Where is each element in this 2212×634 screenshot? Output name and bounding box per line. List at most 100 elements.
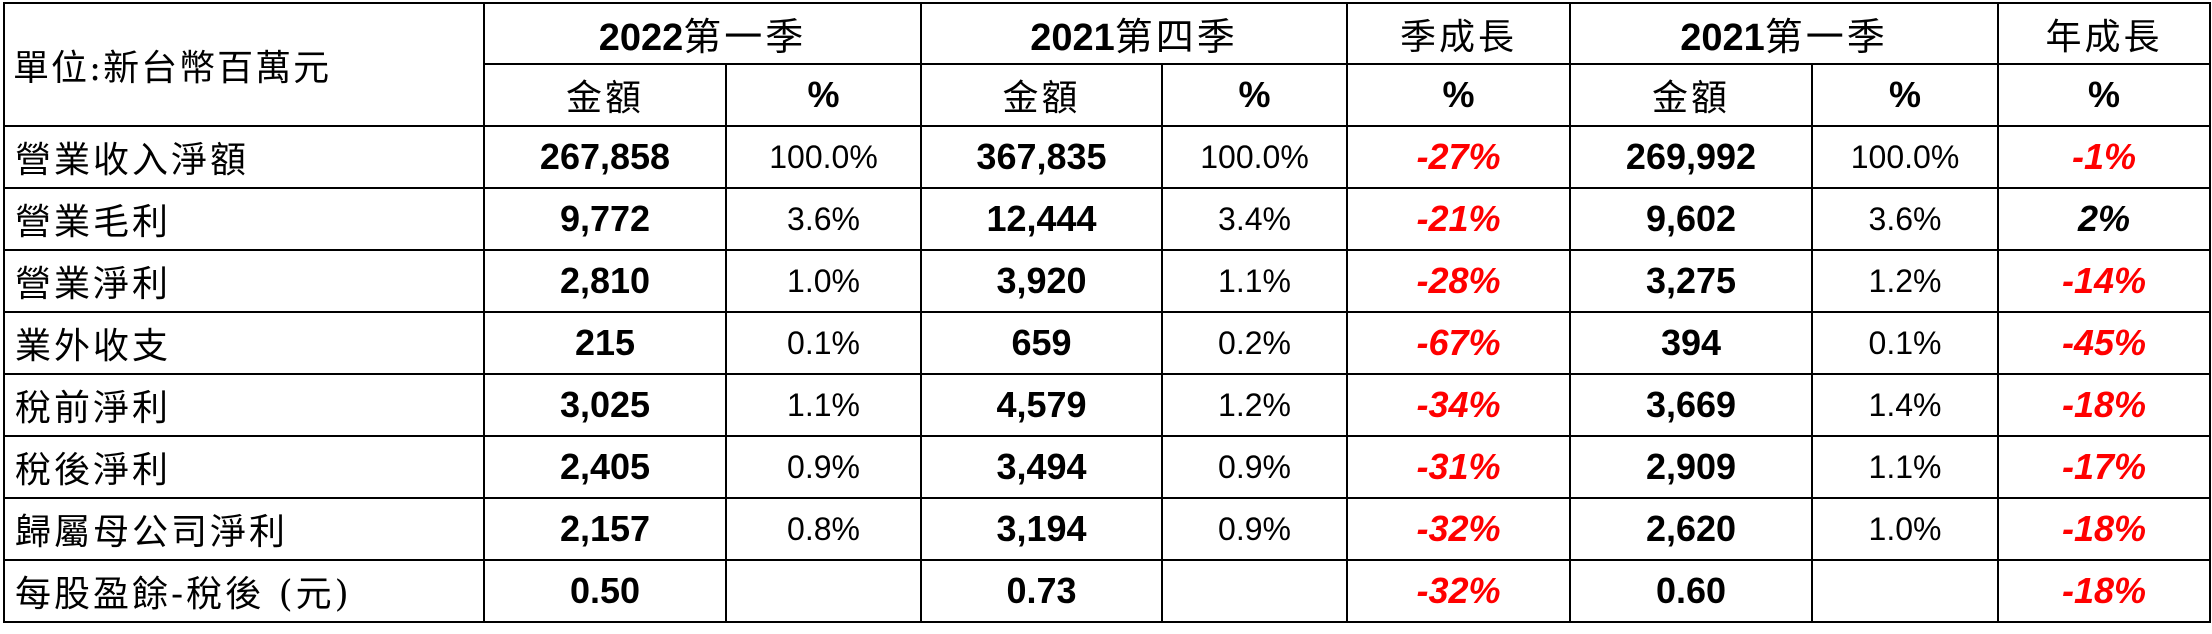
amount-q1-2022: 2,405 [483, 435, 727, 499]
amount-q4-2021: 659 [920, 311, 1163, 375]
amount-q1-2022: 2,157 [483, 497, 727, 561]
period-quarter: 第一季 [683, 15, 807, 59]
yoy-header: 年成長 [1997, 2, 2211, 65]
period-header-q1-2022: 2022第一季 [483, 2, 922, 65]
yoy-growth: -14% [1997, 249, 2211, 313]
amount-q1-2021: 9,602 [1569, 187, 1813, 251]
pct-q1-2022: 1.0% [725, 249, 922, 313]
header-row-periods: 單位:新台幣百萬元 2022第一季 2021第四季 季成長 2021第一季 年成… [3, 2, 2211, 127]
amount-q1-2021: 269,992 [1569, 125, 1813, 189]
amount-q1-2022: 2,810 [483, 249, 727, 313]
pct-q1-2021: 1.1% [1811, 435, 1999, 499]
pct-q1-2021: 100.0% [1811, 125, 1999, 189]
qoq-growth: -21% [1346, 187, 1571, 251]
pct-header: % [725, 63, 922, 127]
yoy-growth: -1% [1997, 125, 2211, 189]
pct-q1-2022: 0.1% [725, 311, 922, 375]
row-label: 歸屬母公司淨利 [3, 497, 485, 561]
pct-q1-2022: 0.8% [725, 497, 922, 561]
pct-header: % [1346, 63, 1571, 127]
pct-q1-2021 [1811, 559, 1999, 623]
pct-q1-2022 [725, 559, 922, 623]
pct-q4-2021: 0.9% [1161, 497, 1348, 561]
pct-q4-2021 [1161, 559, 1348, 623]
table-body: 單位:新台幣百萬元 2022第一季 2021第四季 季成長 2021第一季 年成… [3, 2, 2211, 623]
amount-q4-2021: 3,920 [920, 249, 1163, 313]
amount-q4-2021: 0.73 [920, 559, 1163, 623]
pct-q1-2021: 1.2% [1811, 249, 1999, 313]
period-quarter: 第四季 [1114, 15, 1238, 59]
yoy-growth: -45% [1997, 311, 2211, 375]
table-row: 營業收入淨額 267,858 100.0% 367,835 100.0% -27% 269,… [3, 125, 2211, 189]
table-row: 稅後淨利 2,405 0.9% 3,494 0.9% -31% 2,909 1.1% -17% [3, 435, 2211, 499]
qoq-growth: -34% [1346, 373, 1571, 437]
row-label: 營業收入淨額 [3, 125, 485, 189]
amount-q4-2021: 4,579 [920, 373, 1163, 437]
pct-q4-2021: 100.0% [1161, 125, 1348, 189]
amount-q1-2022: 267,858 [483, 125, 727, 189]
amount-q1-2021: 3,275 [1569, 249, 1813, 313]
amount-header: 金額 [920, 63, 1163, 127]
row-label: 營業毛利 [3, 187, 485, 251]
amount-q1-2022: 9,772 [483, 187, 727, 251]
yoy-growth: -18% [1997, 559, 2211, 623]
pct-q1-2021: 3.6% [1811, 187, 1999, 251]
pct-q4-2021: 1.1% [1161, 249, 1348, 313]
period-header-q4-2021: 2021第四季 [920, 2, 1348, 65]
pct-q1-2021: 0.1% [1811, 311, 1999, 375]
yoy-growth: -18% [1997, 497, 2211, 561]
yoy-growth: 2% [1997, 187, 2211, 251]
row-label: 稅前淨利 [3, 373, 485, 437]
amount-q1-2021: 2,620 [1569, 497, 1813, 561]
pct-q1-2022: 1.1% [725, 373, 922, 437]
period-year: 2022 [598, 17, 684, 59]
period-quarter: 第一季 [1764, 15, 1888, 59]
amount-q1-2021: 2,909 [1569, 435, 1813, 499]
row-label: 業外收支 [3, 311, 485, 375]
yoy-growth: -17% [1997, 435, 2211, 499]
pct-header: % [1161, 63, 1348, 127]
pct-header: % [1811, 63, 1999, 127]
qoq-growth: -31% [1346, 435, 1571, 499]
table-row: 歸屬母公司淨利 2,157 0.8% 3,194 0.9% -32% 2,620 1.0% -1… [3, 497, 2211, 561]
qoq-header: 季成長 [1346, 2, 1571, 65]
amount-q4-2021: 12,444 [920, 187, 1163, 251]
table-row: 營業毛利 9,772 3.6% 12,444 3.4% -21% 9,602 3.6% 2% [3, 187, 2211, 251]
amount-q1-2021: 394 [1569, 311, 1813, 375]
qoq-growth: -28% [1346, 249, 1571, 313]
pct-q1-2022: 100.0% [725, 125, 922, 189]
amount-q1-2022: 3,025 [483, 373, 727, 437]
qoq-growth: -32% [1346, 559, 1571, 623]
table-row: 每股盈餘-稅後 (元) 0.50 0.73 -32% 0.60 -18% [3, 559, 2211, 623]
amount-q1-2021: 0.60 [1569, 559, 1813, 623]
qoq-growth: -32% [1346, 497, 1571, 561]
row-label: 營業淨利 [3, 249, 485, 313]
pct-q1-2021: 1.0% [1811, 497, 1999, 561]
table-row: 業外收支 215 0.1% 659 0.2% -67% 394 0.1% -45% [3, 311, 2211, 375]
pct-q4-2021: 3.4% [1161, 187, 1348, 251]
period-year: 2021 [1030, 17, 1115, 59]
period-header-q1-2021: 2021第一季 [1569, 2, 1999, 65]
table-row: 稅前淨利 3,025 1.1% 4,579 1.2% -34% 3,669 1.4% -18% [3, 373, 2211, 437]
row-label: 稅後淨利 [3, 435, 485, 499]
amount-q4-2021: 3,194 [920, 497, 1163, 561]
pct-q1-2022: 3.6% [725, 187, 922, 251]
amount-header: 金額 [483, 63, 727, 127]
qoq-growth: -27% [1346, 125, 1571, 189]
pct-q4-2021: 0.2% [1161, 311, 1348, 375]
amount-q1-2021: 3,669 [1569, 373, 1813, 437]
amount-q1-2022: 215 [483, 311, 727, 375]
header-row-sub: 金額 % 金額 % % 金額 % % [4, 63, 2211, 127]
amount-q4-2021: 3,494 [920, 435, 1163, 499]
period-year: 2021 [1680, 17, 1765, 59]
pct-q4-2021: 1.2% [1161, 373, 1348, 437]
amount-q1-2022: 0.50 [483, 559, 727, 623]
yoy-growth: -18% [1997, 373, 2211, 437]
pct-header: % [1997, 63, 2211, 127]
table-row: 營業淨利 2,810 1.0% 3,920 1.1% -28% 3,275 1.2% -14% [3, 249, 2211, 313]
pct-q4-2021: 0.9% [1161, 435, 1348, 499]
unit-label: 單位:新台幣百萬元 [3, 2, 485, 127]
qoq-growth: -67% [1346, 311, 1571, 375]
amount-header: 金額 [1569, 63, 1813, 127]
financial-summary-table: 單位:新台幣百萬元 2022第一季 2021第四季 季成長 2021第一季 年成… [3, 2, 2211, 623]
